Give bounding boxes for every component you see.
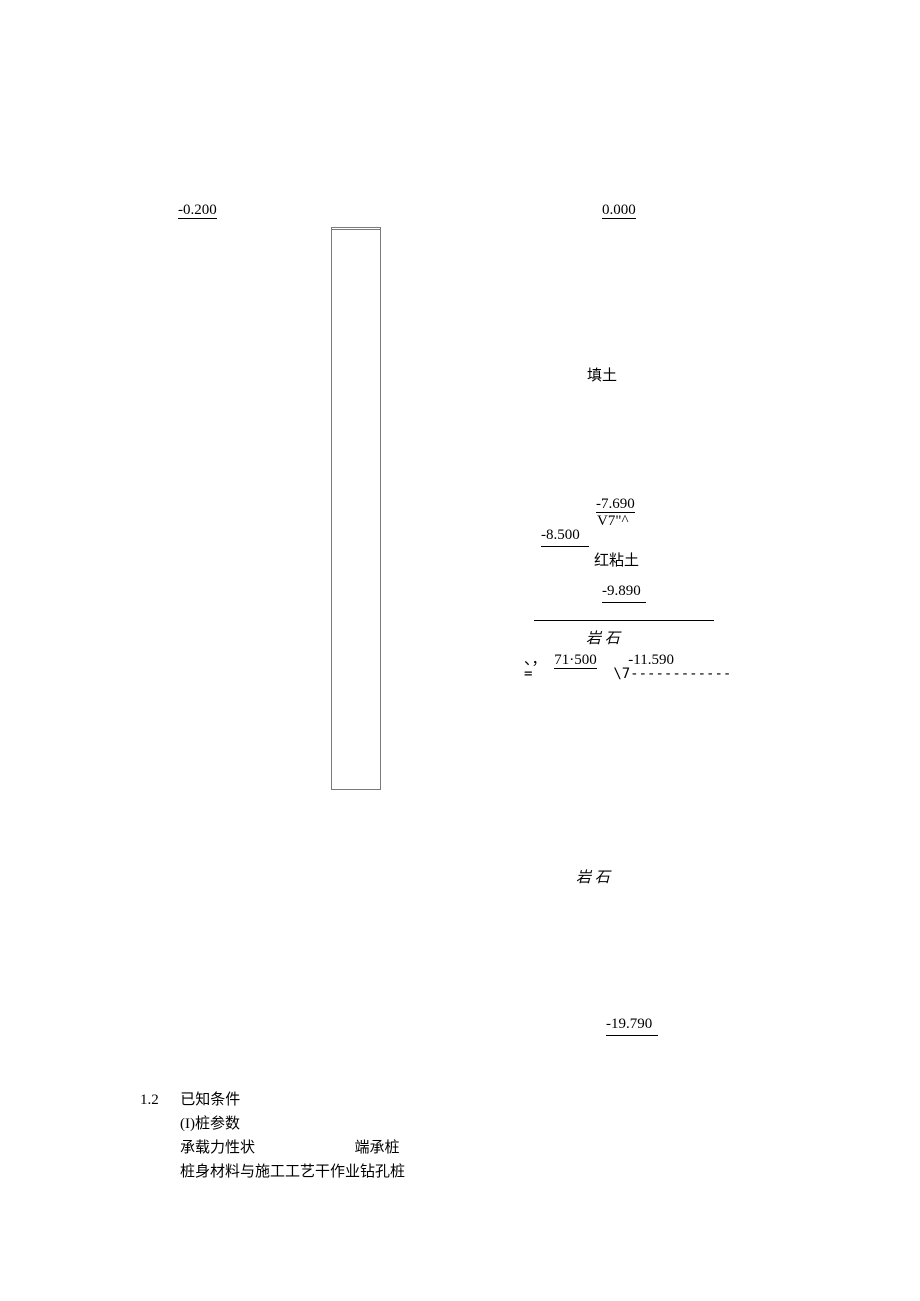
elevation-9890-underline (602, 602, 646, 603)
elevation-8500-underline (541, 546, 589, 547)
soil-layer-red-clay-label: 红粘土 (594, 549, 639, 570)
elevation-19790-underline (606, 1035, 658, 1036)
param-row-1: 承载力性状 端承桩 (140, 1136, 405, 1160)
elevation-label-left: -0.200 (178, 202, 217, 219)
elevation-label-right-0: 0.000 (602, 202, 636, 219)
param-row-2: 桩身材料与施工工艺干作业钻孔桩 (140, 1160, 405, 1184)
mark-slash7-dashes: \7------------ (613, 666, 731, 682)
pile-shape (331, 227, 381, 790)
soil-layer-fill-label: 填土 (587, 364, 617, 385)
mark-equals: = (524, 666, 532, 682)
rock-divider-line (534, 620, 714, 621)
param-row-1-value: 端承桩 (355, 1140, 400, 1156)
pile-top-edge (332, 229, 380, 231)
mark-v7-caret: V7"^ (597, 513, 629, 530)
param-row-1-label: 承载力性状 (180, 1140, 255, 1156)
section-number: 1.2 (140, 1092, 159, 1108)
section-title: 已知条件 (180, 1092, 240, 1108)
elevation-label-7690: -7.690 (596, 496, 635, 513)
elevation-label-8500: -8.500 (541, 527, 589, 544)
soil-layer-rock-2-label: 岩 石 (576, 866, 610, 887)
section-heading-row: 1.2 已知条件 (140, 1088, 405, 1112)
elevation-label-9890: -9.890 (602, 583, 646, 600)
elevation-label-19790: -19.790 (606, 1016, 658, 1033)
soil-layer-rock-1-label: 岩 石 (586, 627, 620, 648)
section-item-i: (I)桩参数 (140, 1112, 405, 1136)
